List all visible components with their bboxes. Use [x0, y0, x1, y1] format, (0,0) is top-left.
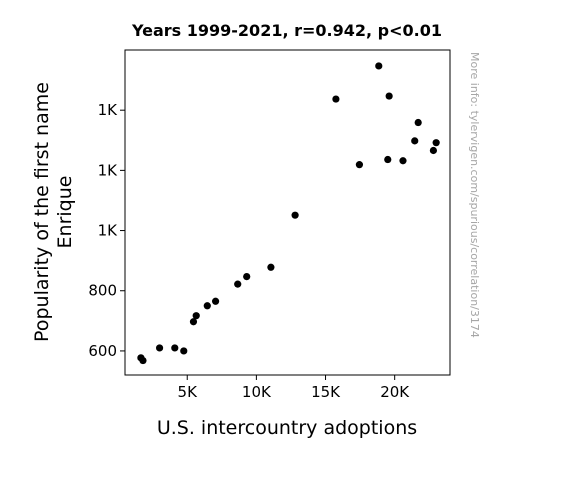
data-point [180, 347, 188, 355]
data-point [139, 356, 147, 365]
y-tick-label: 1K [98, 101, 119, 119]
x-tick-label: 20K [380, 383, 410, 401]
data-point [155, 344, 164, 352]
data-point [411, 137, 419, 145]
data-point [384, 155, 392, 164]
y-tick-label: 600 [88, 342, 117, 360]
data-point [355, 161, 364, 169]
data-point [192, 312, 200, 320]
x-tick-label: 15K [311, 383, 341, 401]
tick-group: 5K 10K 15K 20K 600 800 1K 1K 1K [88, 101, 410, 401]
y-axis-label-line-1: Popularity of the first name [31, 82, 53, 342]
x-tick-label: 5K [178, 383, 199, 401]
plot-area [124, 49, 451, 376]
data-point [243, 272, 251, 281]
y-tick-label: 1K [98, 222, 119, 240]
data-point [171, 344, 179, 352]
y-axis-label: Popularity of the first name Enrique [31, 82, 76, 342]
chart-title: Years 1999-2021, r=0.942, p<0.01 [131, 21, 442, 40]
data-point [203, 302, 211, 310]
data-point [267, 263, 275, 271]
data-points [137, 62, 440, 365]
source-watermark: More info: tylervigen.com/spurious/corre… [468, 52, 481, 338]
y-tick-label: 1K [98, 161, 119, 179]
data-point [332, 95, 340, 103]
data-point [399, 157, 407, 165]
data-point [414, 118, 422, 127]
x-axis-label: U.S. intercountry adoptions [157, 417, 417, 439]
data-point [432, 139, 440, 147]
data-point [211, 297, 220, 305]
data-point [385, 92, 393, 100]
data-point [234, 280, 242, 288]
data-point [291, 211, 299, 219]
x-tick-label: 10K [242, 383, 272, 401]
y-tick-label: 800 [88, 282, 117, 300]
data-point [189, 318, 198, 326]
y-axis-label-line-2: Enrique [54, 176, 76, 249]
data-point [429, 146, 438, 155]
data-point [375, 62, 383, 70]
